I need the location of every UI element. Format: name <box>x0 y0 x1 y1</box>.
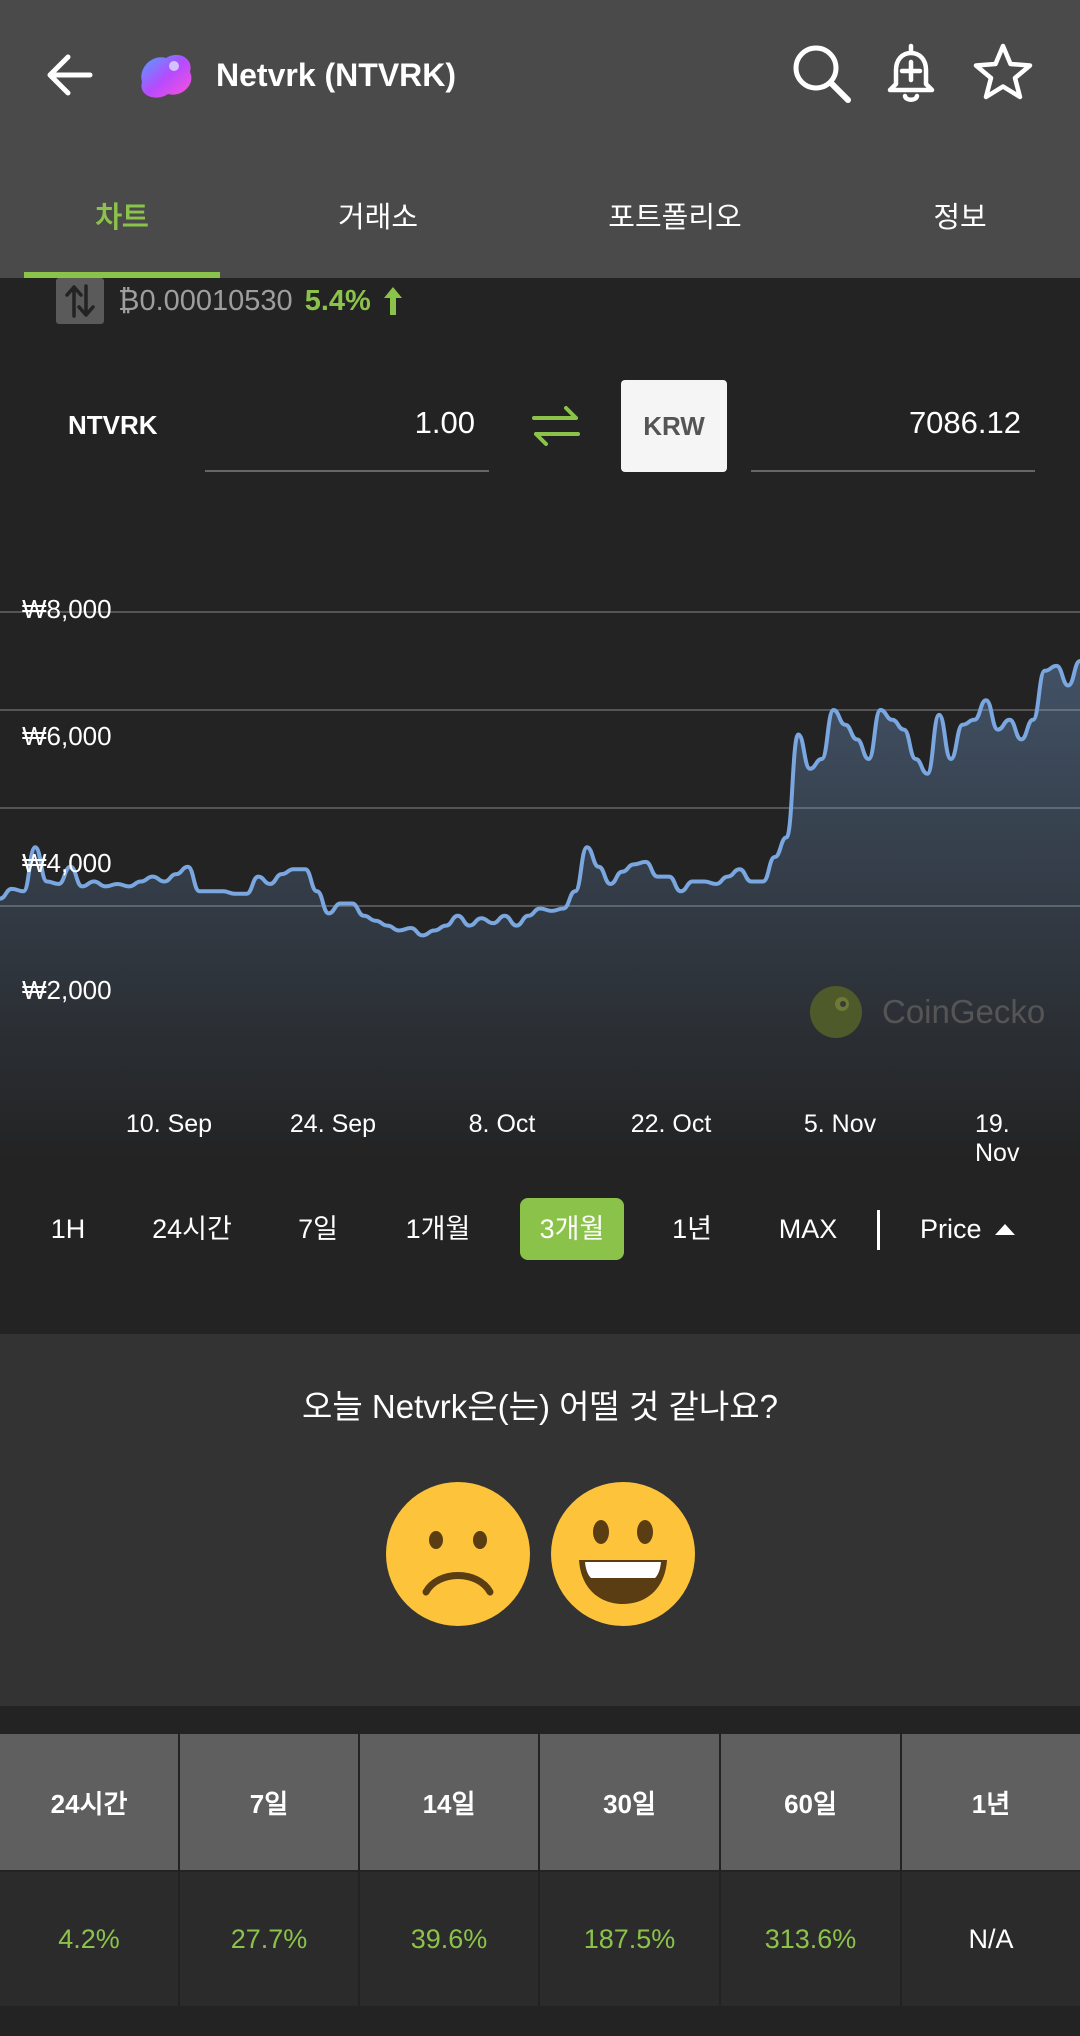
x-tick: 8. Oct <box>468 1110 536 1138</box>
perf-value: 39.6% <box>360 1872 538 2006</box>
coingecko-logo-icon <box>810 986 862 1038</box>
top-bar: Netvrk (NTVRK) <box>0 0 1080 150</box>
trend-up-icon <box>383 287 402 315</box>
x-tick: 10. Sep <box>125 1110 213 1138</box>
active-tab-indicator <box>24 272 220 278</box>
perf-value: N/A <box>902 1872 1080 2006</box>
add-alert-bell-icon[interactable] <box>878 40 944 106</box>
x-tick: 24. Sep <box>289 1110 377 1138</box>
perf-value: 187.5% <box>540 1872 719 2006</box>
perf-header: 7일 <box>180 1734 358 1870</box>
swap-currency-icon[interactable] <box>528 398 584 454</box>
perf-header: 14일 <box>360 1734 538 1870</box>
sentiment-poll: 오늘 Netvrk은(는) 어떨 것 같나요? <box>0 1334 1080 1706</box>
range-7d[interactable]: 7일 <box>298 1214 338 1244</box>
range-1h[interactable]: 1H <box>50 1214 86 1244</box>
tab-chart[interactable]: 차트 <box>95 202 149 234</box>
sentiment-question: 오늘 Netvrk은(는) 어떨 것 같나요? <box>302 1388 778 1425</box>
currency-select-button[interactable]: KRW <box>621 380 727 472</box>
search-icon[interactable] <box>788 40 854 106</box>
price-change-percent: 5.4% <box>304 284 371 317</box>
price-area <box>0 661 1080 1160</box>
caret-up-icon <box>994 1224 1015 1235</box>
y-tick-8000: ₩8,000 <box>22 594 112 624</box>
range-divider <box>877 1210 880 1250</box>
tab-bar: 차트 거래소 포트폴리오 정보 <box>0 150 1080 278</box>
price-chart[interactable] <box>0 560 1080 1160</box>
range-3m[interactable]: 3개월 <box>520 1198 624 1260</box>
converter-to-input[interactable]: 7086.12 <box>751 398 1035 472</box>
perf-header: 30일 <box>540 1734 719 1870</box>
x-tick: 19. Nov <box>975 1110 1020 1167</box>
star-icon[interactable] <box>970 40 1036 106</box>
price-type-dropdown[interactable]: Price <box>920 1198 1018 1260</box>
page-title: Netvrk (NTVRK) <box>216 57 457 93</box>
perf-value: 313.6% <box>721 1872 900 2006</box>
perf-header: 60일 <box>721 1734 900 1870</box>
tab-info[interactable]: 정보 <box>933 202 987 234</box>
back-arrow-icon[interactable] <box>40 45 100 105</box>
app-header: Netvrk (NTVRK) 차트 거래소 포트폴리오 정보 <box>0 0 1080 278</box>
happy-face-icon[interactable] <box>551 1482 695 1626</box>
price-type-label: Price <box>920 1214 982 1244</box>
x-tick: 5. Nov <box>803 1110 877 1138</box>
performance-table: 24시간 7일 14일 30일 60일 1년 4.2% 27.7% 39.6% … <box>0 1734 1080 2006</box>
price-line <box>0 659 1080 938</box>
tab-exchanges[interactable]: 거래소 <box>337 202 419 234</box>
range-max[interactable]: MAX <box>778 1214 838 1244</box>
price-summary: ₿0.00010530 5.4% <box>56 276 405 326</box>
perf-header: 1년 <box>902 1734 1080 1870</box>
watermark-text: CoinGecko <box>882 993 1046 1030</box>
perf-header: 24시간 <box>0 1734 178 1870</box>
tab-portfolio[interactable]: 포트폴리오 <box>608 202 742 234</box>
sort-toggle-icon[interactable] <box>56 278 104 324</box>
y-tick-6000: ₩6,000 <box>22 721 112 751</box>
converter-from-symbol: NTVRK <box>68 410 158 440</box>
coingecko-watermark: CoinGecko <box>808 984 1045 1040</box>
y-tick-2000: ₩2,000 <box>22 975 112 1005</box>
range-1y[interactable]: 1년 <box>672 1214 712 1244</box>
time-range-selector: 1H 24시간 7일 1개월 3개월 1년 MAX Price <box>0 1198 1080 1260</box>
range-24h[interactable]: 24시간 <box>152 1214 232 1244</box>
perf-value: 4.2% <box>0 1872 178 2006</box>
perf-value: 27.7% <box>180 1872 358 2006</box>
netvrk-logo <box>141 54 192 98</box>
converter-from-input[interactable]: 1.00 <box>205 398 489 472</box>
btc-price: ₿0.00010530 <box>118 284 293 317</box>
y-tick-4000: ₩4,000 <box>22 848 112 878</box>
range-1m[interactable]: 1개월 <box>405 1214 471 1244</box>
x-tick: 22. Oct <box>630 1110 712 1138</box>
sad-face-icon[interactable] <box>386 1482 530 1626</box>
